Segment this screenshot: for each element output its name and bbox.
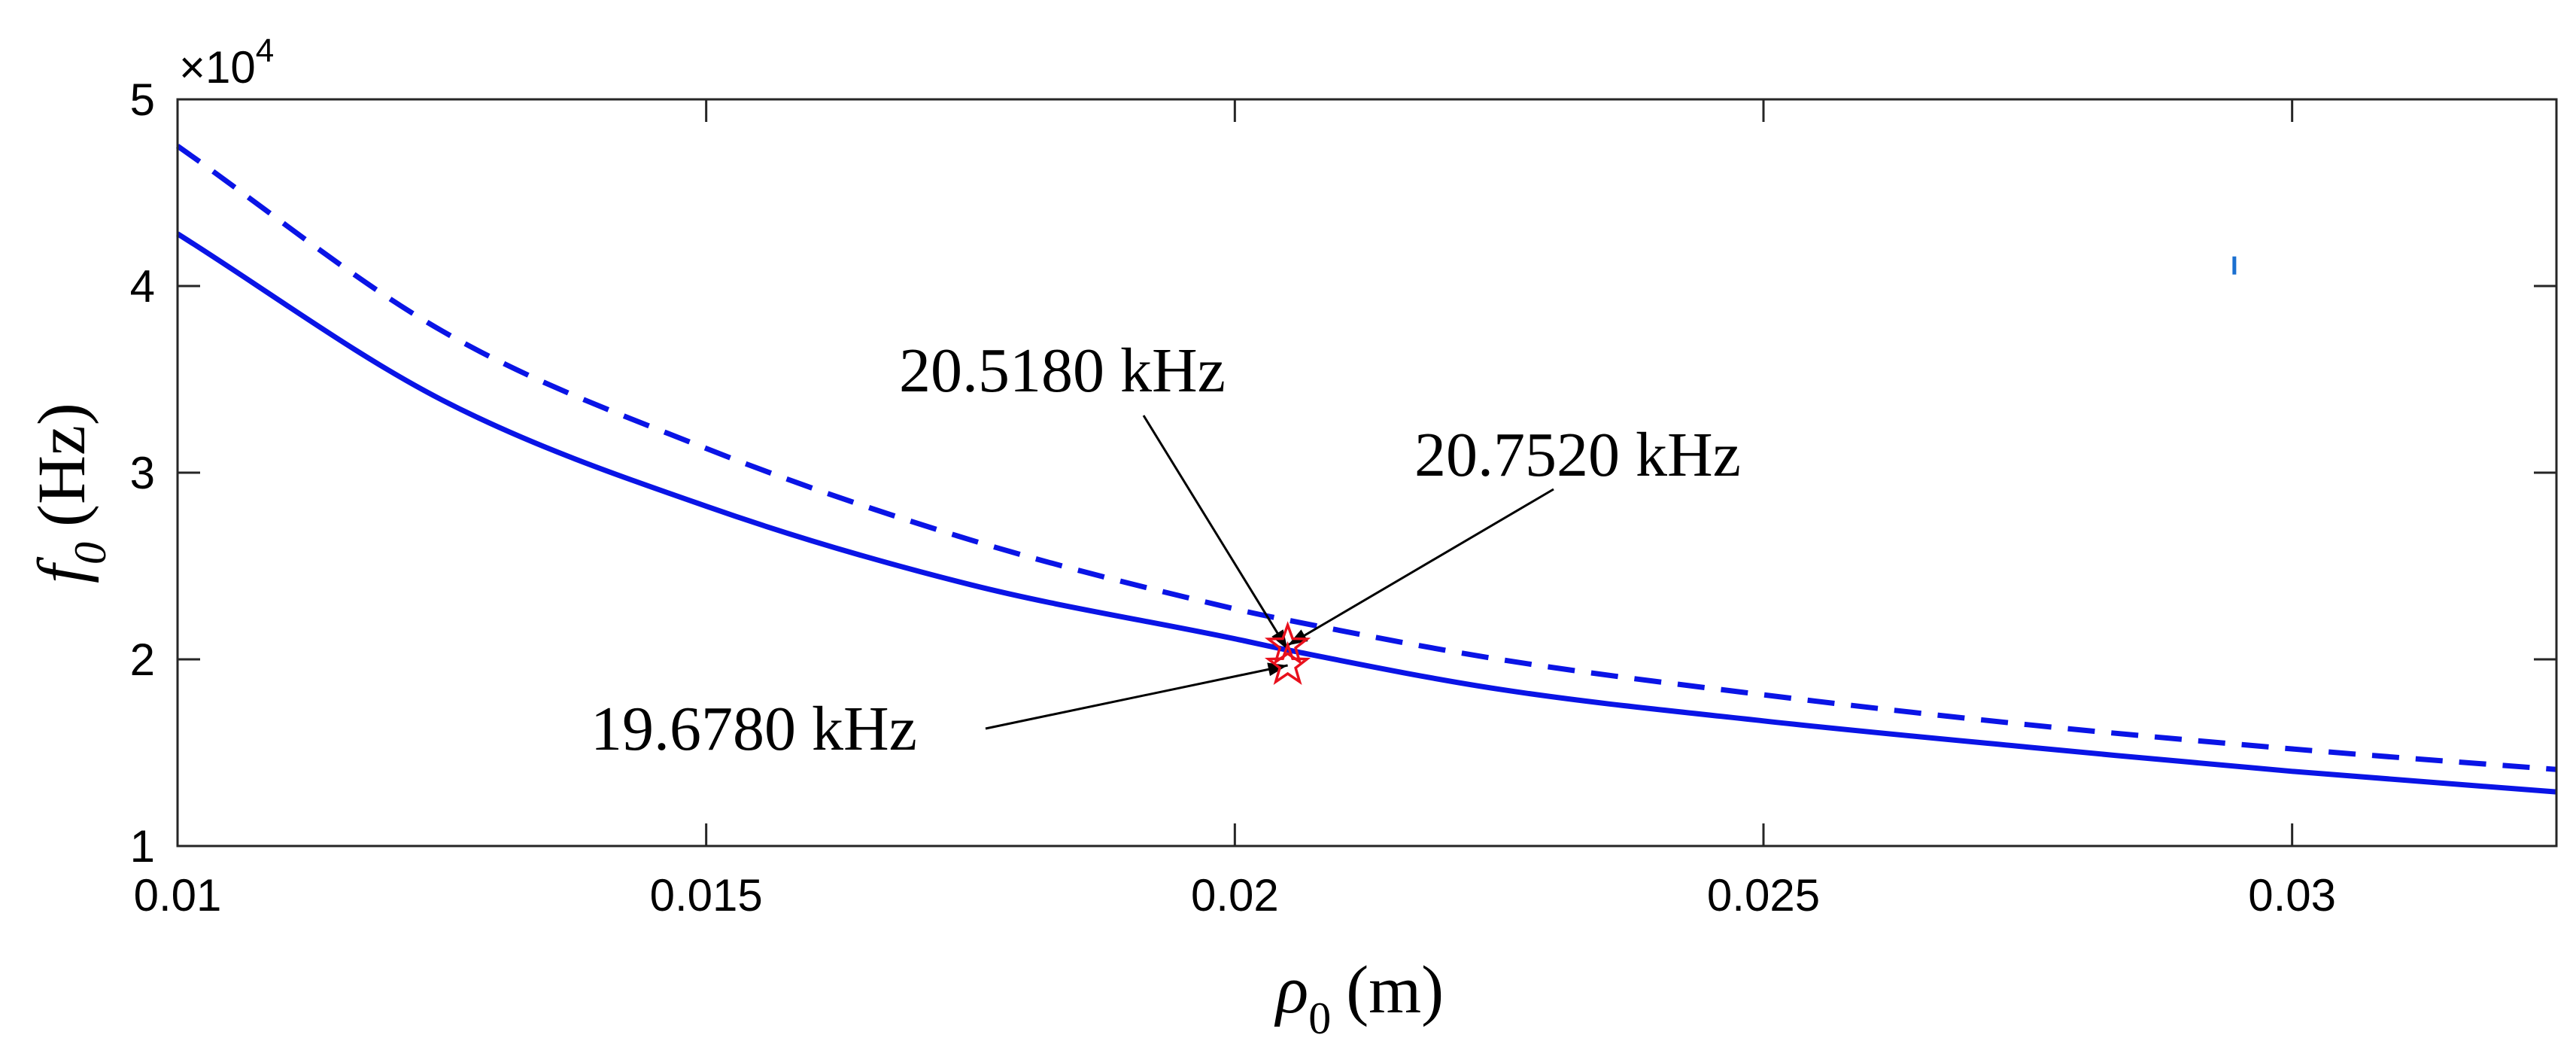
x-tick-label: 0.01 <box>134 870 222 921</box>
x-tick-label: 0.025 <box>1707 870 1820 921</box>
star-marker-1 <box>1264 621 1311 665</box>
x-tick-label: 0.03 <box>2248 870 2336 921</box>
y-tick-label: 4 <box>130 261 155 312</box>
annotation-arrow <box>985 664 1288 730</box>
y-exponent-label: ×104 <box>179 32 274 93</box>
x-axis-subscript: 0 <box>1308 994 1331 1043</box>
y-axis-subscript: 0 <box>65 542 115 565</box>
x-tick-label: 0.02 <box>1191 870 1279 921</box>
marker-layer <box>1264 621 1311 685</box>
series-line-solid <box>176 231 2557 795</box>
annotation-arrowhead <box>1267 662 1288 677</box>
star-marker-2 <box>1264 641 1311 685</box>
y-exponent-power: 4 <box>256 32 274 69</box>
x-tick-label: 0.015 <box>650 870 763 921</box>
annotation-layer: 20.5180 kHz 20.7520 kHz 19.6780 kHz <box>591 336 1741 764</box>
series-layer <box>175 144 2557 795</box>
annotation-label: 20.5180 kHz <box>899 336 1226 406</box>
y-tick-label: 2 <box>130 635 155 685</box>
x-axis-unit: (m) <box>1346 953 1444 1027</box>
y-tick-label: 3 <box>130 448 155 498</box>
stray-mark <box>2232 256 2237 275</box>
series-line-dashed <box>175 144 2557 772</box>
annotation-label: 19.6780 kHz <box>591 694 917 764</box>
y-axis-label: f0(Hz) <box>25 403 115 583</box>
y-tick-label: 5 <box>130 75 155 125</box>
plot-area <box>178 99 2556 846</box>
annotation-label: 20.7520 kHz <box>1414 420 1741 490</box>
annotation-arrow <box>1286 488 1554 647</box>
annotation-arrow <box>1142 415 1289 650</box>
x-axis-label: ρ0 (m) <box>1274 953 1444 1043</box>
tick-layer: 0.01 0.015 0.02 0.025 0.03 1 2 3 4 5 <box>130 75 2556 921</box>
x-axis-symbol: ρ <box>1274 953 1308 1027</box>
y-axis-unit: (Hz) <box>25 403 99 527</box>
y-tick-label: 1 <box>130 821 155 872</box>
